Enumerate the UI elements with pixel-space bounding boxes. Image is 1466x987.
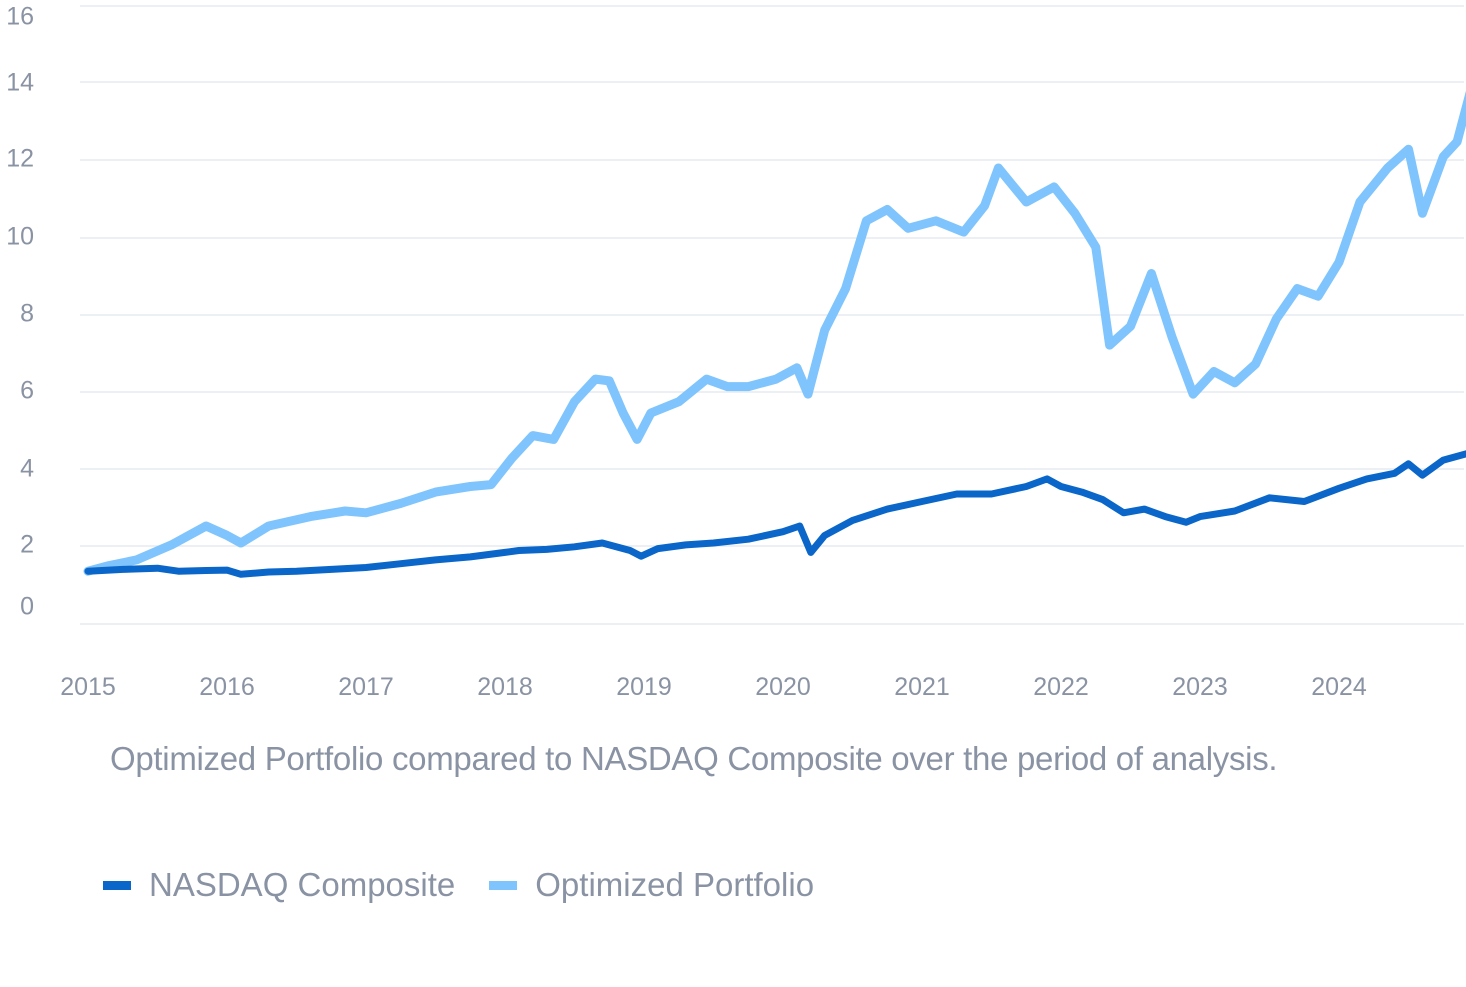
- y-tick-label: 2: [20, 531, 34, 559]
- y-tick-label: 0: [20, 593, 34, 621]
- legend-swatch-nasdaq-composite: [103, 880, 131, 890]
- x-tick-label: 2016: [199, 673, 255, 701]
- y-axis-tick-labels: 16 14 12 10 8 6 4 2 0: [6, 3, 34, 621]
- y-tick-label: 16: [6, 3, 34, 31]
- y-tick-label: 4: [20, 455, 34, 483]
- x-tick-label: 2017: [338, 673, 394, 701]
- y-tick-label: 12: [6, 145, 34, 173]
- x-tick-label: 2021: [894, 673, 950, 701]
- y-tick-label: 10: [6, 223, 34, 251]
- y-tick-label: 14: [6, 69, 34, 97]
- series-line-optimized-portfolio: [83, 90, 1466, 576]
- y-tick-label: 6: [20, 377, 34, 405]
- legend-item-optimized-portfolio[interactable]: Optimized Portfolio: [489, 866, 814, 904]
- grid-lines: [80, 5, 1464, 625]
- legend-swatch-optimized-portfolio: [489, 880, 518, 890]
- x-tick-label: 2018: [477, 673, 533, 701]
- x-tick-label: 2024: [1311, 673, 1367, 701]
- x-tick-label: 2019: [616, 673, 672, 701]
- legend-item-nasdaq-composite[interactable]: NASDAQ Composite: [103, 866, 455, 904]
- series-lines: [83, 90, 1466, 578]
- series-line-nasdaq-composite: [84, 450, 1466, 578]
- legend-label-optimized-portfolio: Optimized Portfolio: [535, 866, 815, 903]
- legend: NASDAQ Composite Optimized Portfolio: [103, 866, 848, 904]
- x-tick-label: 2023: [1172, 673, 1228, 701]
- y-tick-label: 8: [20, 300, 34, 328]
- x-tick-label: 2022: [1033, 673, 1089, 701]
- legend-label-nasdaq-composite: NASDAQ Composite: [149, 866, 456, 903]
- x-tick-label: 2015: [60, 673, 116, 701]
- chart-caption: Optimized Portfolio compared to NASDAQ C…: [110, 740, 1278, 777]
- x-tick-label: 2020: [755, 673, 811, 701]
- x-axis-tick-labels: 2015 2016 2017 2018 2019 2020 2021 2022 2023 2024: [60, 673, 1367, 701]
